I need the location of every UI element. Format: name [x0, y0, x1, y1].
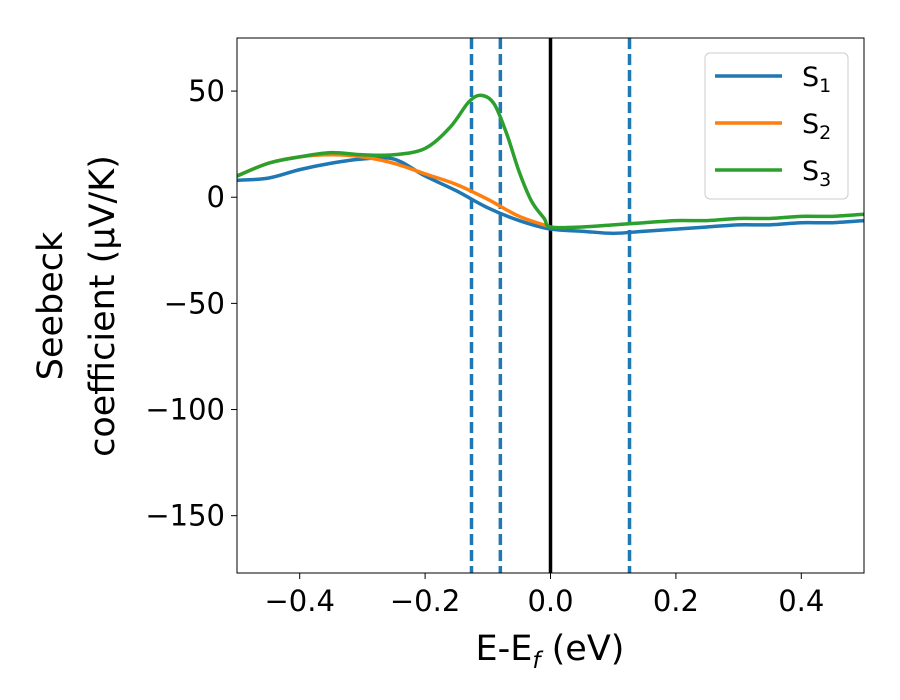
y-axis-label-line2: coefficient (μV/K)	[83, 155, 123, 457]
y-tick-label: 50	[188, 74, 225, 108]
legend-frame	[704, 52, 849, 200]
x-tick-label: −0.2	[390, 584, 460, 618]
y-tick-label: −50	[164, 286, 225, 320]
x-tick-label: −0.4	[264, 584, 334, 618]
series-line-1	[237, 155, 864, 236]
x-axis-label: E-Ef (eV)	[476, 629, 625, 674]
y-tick-label: −150	[145, 499, 225, 533]
x-tick-label: 0.0	[527, 584, 573, 618]
legend: S1 S2 S3	[704, 52, 849, 200]
y-tick-label: −100	[145, 393, 225, 427]
x-tick-label: 0.4	[778, 584, 824, 618]
legend-label-2: S2	[802, 109, 831, 144]
y-axis-label-line1: Seebeck	[31, 231, 71, 380]
x-tick-label: 0.2	[653, 584, 699, 618]
series-line-3	[237, 93, 864, 230]
legend-label-3: S3	[802, 156, 831, 191]
y-tick-label: 0	[207, 180, 225, 214]
legend-label-1: S1	[802, 62, 831, 97]
